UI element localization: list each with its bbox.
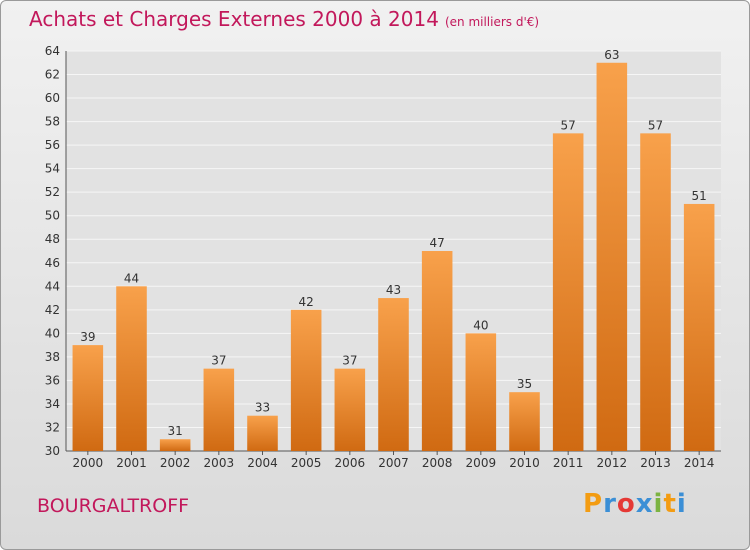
x-tick-label: 2007: [378, 456, 409, 470]
x-tick-label: 2008: [422, 456, 453, 470]
y-tick-label: 58: [45, 115, 60, 129]
x-tick-label: 2003: [204, 456, 235, 470]
y-tick-label: 34: [45, 397, 60, 411]
bar-value-label: 37: [342, 354, 357, 368]
x-tick-label: 2006: [335, 456, 366, 470]
bar-value-label: 63: [604, 48, 619, 62]
y-tick-label: 44: [45, 279, 60, 293]
y-tick-label: 36: [45, 373, 60, 387]
chart-title-text: Achats et Charges Externes 2000 à 2014: [29, 7, 439, 31]
bar-value-label: 42: [299, 295, 314, 309]
bar-value-label: 37: [211, 354, 226, 368]
bar: [203, 368, 235, 451]
logo-letter: o: [616, 489, 636, 519]
y-tick-label: 32: [45, 420, 60, 434]
bar: [378, 298, 409, 451]
bar-value-label: 57: [648, 118, 663, 132]
bar-value-label: 35: [517, 377, 532, 391]
bar: [683, 203, 715, 451]
y-tick-label: 56: [45, 138, 60, 152]
y-tick-label: 62: [45, 68, 60, 82]
y-tick-label: 52: [45, 185, 60, 199]
bar-value-label: 44: [124, 271, 139, 285]
x-tick-label: 2011: [553, 456, 584, 470]
bar: [247, 415, 278, 451]
y-tick-label: 64: [45, 44, 60, 58]
chart-title: Achats et Charges Externes 2000 à 2014 (e…: [29, 7, 539, 31]
bar: [640, 133, 671, 451]
y-tick-label: 42: [45, 303, 60, 317]
bar-value-label: 40: [473, 318, 488, 332]
bar-value-label: 33: [255, 401, 270, 415]
logo-letter: x: [635, 489, 654, 519]
x-tick-label: 2009: [466, 456, 497, 470]
bar-value-label: 43: [386, 283, 401, 297]
bar-value-label: 39: [80, 330, 95, 344]
y-tick-label: 54: [45, 162, 60, 176]
x-tick-label: 2001: [116, 456, 147, 470]
logo-letter: i: [676, 489, 687, 519]
bar: [421, 251, 453, 451]
x-tick-label: 2000: [73, 456, 104, 470]
bar: [596, 62, 628, 451]
x-tick-label: 2013: [640, 456, 671, 470]
bar: [334, 368, 366, 451]
x-tick-label: 2012: [597, 456, 628, 470]
bar: [290, 309, 322, 451]
y-tick-label: 50: [45, 209, 60, 223]
bar-value-label: 51: [692, 189, 707, 203]
bar: [116, 286, 147, 451]
logo-letter: P: [583, 489, 604, 519]
y-tick-label: 46: [45, 256, 60, 270]
bar: [509, 392, 540, 451]
x-tick-label: 2010: [509, 456, 540, 470]
y-tick-label: 30: [45, 444, 60, 458]
bar-value-label: 47: [430, 236, 445, 250]
bar: [159, 439, 191, 451]
bar-value-label: 57: [561, 118, 576, 132]
y-tick-label: 40: [45, 326, 60, 340]
x-tick-label: 2004: [247, 456, 278, 470]
x-tick-label: 2014: [684, 456, 715, 470]
y-tick-label: 60: [45, 91, 60, 105]
location-label: BOURGALTROFF: [37, 495, 190, 517]
x-tick-label: 2002: [160, 456, 191, 470]
logo-letter: i: [653, 489, 664, 519]
logo-letter: t: [663, 489, 677, 519]
proxiti-logo: Proxiti: [583, 489, 687, 519]
bar: [72, 345, 104, 451]
chart-subtitle: (en milliers d'€): [444, 15, 540, 29]
bar-value-label: 31: [168, 424, 183, 438]
bar: [552, 133, 584, 451]
bar: [465, 333, 497, 451]
x-tick-label: 2005: [291, 456, 322, 470]
logo-letter: r: [603, 489, 617, 519]
y-tick-label: 48: [45, 232, 60, 246]
y-tick-label: 38: [45, 350, 60, 364]
